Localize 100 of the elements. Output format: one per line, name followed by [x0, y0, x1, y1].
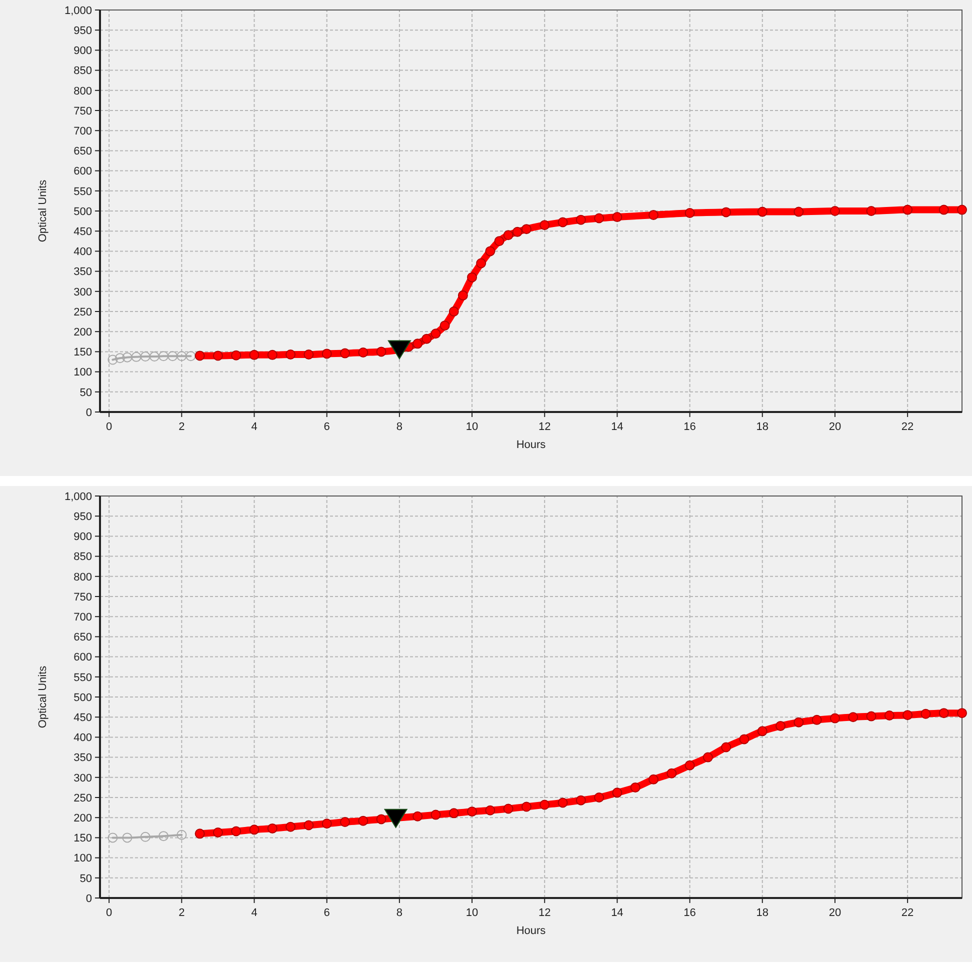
- point: [467, 806, 478, 817]
- point: [558, 798, 568, 808]
- point: [412, 811, 423, 822]
- point: [176, 830, 187, 840]
- y-axis-title: Optical Units: [37, 179, 49, 242]
- y-tick-label: 850: [74, 65, 92, 78]
- point: [684, 208, 695, 218]
- point: [114, 353, 125, 364]
- point: [108, 832, 118, 843]
- point: [848, 712, 858, 722]
- y-tick-label: 450: [74, 226, 92, 238]
- point: [358, 348, 368, 358]
- x-tick-label: 12: [538, 907, 551, 919]
- y-tick-label: 550: [74, 186, 92, 198]
- point: [521, 802, 532, 812]
- y-tick-label: 550: [74, 672, 92, 684]
- point: [448, 306, 459, 316]
- point: [648, 210, 658, 220]
- point: [957, 204, 967, 215]
- point: [476, 258, 486, 268]
- point: [376, 814, 386, 824]
- y-tick-label: 700: [74, 611, 92, 624]
- point: [884, 710, 894, 720]
- point: [430, 810, 441, 820]
- point: [866, 711, 876, 722]
- point: [231, 826, 242, 836]
- point: [440, 320, 450, 331]
- point: [558, 217, 568, 228]
- point: [286, 350, 296, 360]
- x-tick-label: 6: [324, 421, 330, 433]
- x-tick-label: 10: [466, 421, 478, 433]
- x-tick-label: 16: [684, 907, 696, 919]
- point: [212, 827, 223, 838]
- y-tick-label: 750: [74, 105, 92, 118]
- point: [384, 808, 408, 828]
- point: [194, 350, 205, 361]
- x-tick-label: 22: [901, 907, 914, 919]
- point: [938, 708, 949, 718]
- point: [304, 820, 314, 830]
- point: [212, 350, 223, 361]
- point: [485, 805, 496, 816]
- point: [794, 206, 804, 217]
- point: [503, 804, 514, 814]
- y-tick-label: 650: [74, 146, 92, 158]
- point: [684, 760, 695, 770]
- y-tick-label: 300: [74, 286, 92, 298]
- point: [340, 817, 350, 828]
- x-tick-label: 2: [178, 907, 185, 919]
- point: [430, 328, 441, 339]
- point: [594, 213, 604, 224]
- x-tick-label: 18: [756, 421, 769, 433]
- point: [304, 350, 314, 360]
- point: [158, 351, 169, 362]
- y-tick-label: 250: [74, 306, 92, 318]
- y-tick-label: 700: [74, 125, 92, 138]
- point: [757, 206, 768, 217]
- point: [540, 220, 550, 230]
- y-axis-title: Optical Units: [37, 665, 49, 728]
- y-tick-label: 850: [74, 551, 92, 564]
- point: [448, 808, 459, 818]
- x-tick-label: 0: [106, 421, 112, 433]
- x-tick-label: 4: [251, 421, 258, 433]
- point: [249, 824, 260, 835]
- y-tick-label: 50: [80, 872, 92, 885]
- point: [267, 823, 278, 834]
- y-tick-label: 500: [74, 692, 92, 704]
- point: [485, 246, 496, 256]
- y-tick-label: 1,000: [64, 4, 92, 17]
- x-tick-label: 4: [251, 907, 258, 919]
- x-tick-label: 16: [684, 421, 696, 433]
- point: [576, 795, 586, 806]
- y-tick-label: 800: [74, 85, 92, 98]
- y-tick-label: 400: [74, 246, 92, 258]
- y-tick-label: 0: [86, 892, 92, 905]
- point: [630, 782, 640, 792]
- x-tick-label: 20: [828, 907, 842, 919]
- point: [920, 708, 931, 719]
- point: [612, 788, 622, 798]
- point: [358, 816, 368, 826]
- x-tick-label: 14: [611, 421, 624, 433]
- point: [540, 800, 550, 810]
- point: [739, 734, 750, 744]
- y-tick-label: 900: [74, 45, 92, 58]
- point: [902, 204, 913, 215]
- y-tick-label: 600: [74, 166, 92, 178]
- point: [467, 272, 478, 282]
- x-tick-label: 18: [756, 907, 769, 919]
- x-tick-label: 12: [538, 421, 551, 433]
- point: [286, 822, 296, 832]
- point: [812, 714, 822, 725]
- point: [194, 828, 205, 839]
- y-tick-label: 0: [86, 406, 92, 419]
- y-tick-label: 650: [74, 632, 92, 644]
- y-tick-label: 500: [74, 206, 92, 218]
- x-tick-label: 2: [178, 421, 185, 433]
- point: [140, 352, 150, 362]
- point: [866, 206, 876, 216]
- point: [458, 290, 468, 300]
- y-tick-label: 150: [74, 832, 92, 845]
- point: [131, 352, 142, 362]
